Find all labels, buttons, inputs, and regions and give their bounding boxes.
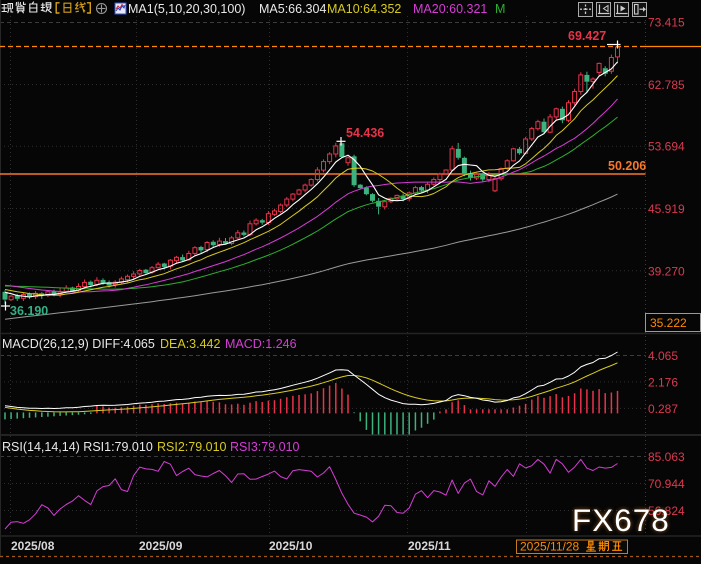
svg-text:70.944: 70.944: [648, 477, 685, 491]
svg-text:MA1(5,10,20,30,100): MA1(5,10,20,30,100): [128, 2, 245, 16]
svg-text:69.427: 69.427: [568, 29, 606, 43]
svg-text:2025/08: 2025/08: [11, 539, 55, 553]
svg-text:MACD:1.246: MACD:1.246: [225, 337, 297, 351]
svg-text:RSI2:79.010: RSI2:79.010: [157, 440, 227, 454]
svg-text:2025/11/28: 2025/11/28: [520, 540, 579, 554]
svg-text:DEA:3.442: DEA:3.442: [160, 337, 221, 351]
svg-text:39.270: 39.270: [648, 264, 685, 278]
svg-text:2025/11: 2025/11: [408, 539, 451, 553]
svg-text:54.436: 54.436: [346, 126, 384, 140]
svg-text:85.063: 85.063: [648, 450, 685, 464]
svg-text:2025/10: 2025/10: [269, 539, 313, 553]
svg-text:2025/09: 2025/09: [139, 539, 183, 553]
svg-text:73.415: 73.415: [648, 16, 685, 30]
svg-text:36.190: 36.190: [10, 304, 48, 318]
svg-text:50.206: 50.206: [608, 159, 646, 173]
svg-text:MA5:66.304: MA5:66.304: [259, 2, 326, 16]
svg-text:53.694: 53.694: [648, 140, 685, 154]
svg-text:MA10:64.352: MA10:64.352: [327, 2, 401, 16]
svg-text:RSI3:79.010: RSI3:79.010: [230, 440, 300, 454]
svg-text:45.919: 45.919: [648, 202, 685, 216]
svg-text:4.065: 4.065: [648, 349, 678, 363]
svg-text:35.222: 35.222: [650, 316, 687, 330]
svg-text:RSI(14,14,14) RSI1:79.010: RSI(14,14,14) RSI1:79.010: [2, 440, 153, 454]
svg-text:0.287: 0.287: [648, 402, 678, 416]
svg-text:MACD(26,12,9) DIFF:4.065: MACD(26,12,9) DIFF:4.065: [2, 337, 155, 351]
svg-text:MA20:60.321: MA20:60.321: [413, 2, 487, 16]
svg-text:2.176: 2.176: [648, 375, 678, 389]
svg-text:FX678: FX678: [572, 502, 670, 538]
svg-text:M: M: [495, 2, 505, 16]
svg-text:62.785: 62.785: [648, 78, 685, 92]
